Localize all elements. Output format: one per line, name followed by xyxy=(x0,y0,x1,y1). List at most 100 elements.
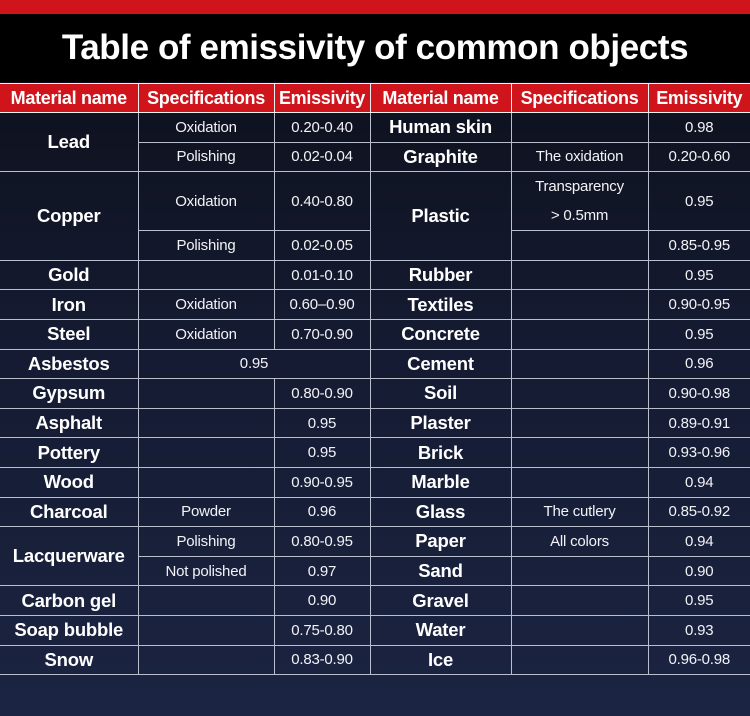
material-name-cell: Charcoal xyxy=(0,496,139,528)
emissivity-cell: 0.95 xyxy=(273,437,371,468)
emissivity-cell: 0.94 xyxy=(647,466,750,498)
emissivity-cell: 0.97 xyxy=(273,555,371,587)
specification-cell xyxy=(510,378,649,409)
material-name-cell: Lacquerware xyxy=(0,526,139,587)
emissivity-cell: 0.90-0.98 xyxy=(647,378,750,409)
emissivity-cell: 0.90-0.95 xyxy=(647,289,750,320)
emissivity-cell: 0.02-0.05 xyxy=(273,230,371,261)
material-name-cell: Steel xyxy=(0,318,139,350)
specification-cell xyxy=(510,289,649,320)
specification-cell xyxy=(137,644,275,676)
title-band: Table of emissivity of common objects xyxy=(0,14,750,82)
material-name-cell: Wood xyxy=(0,466,139,498)
material-name-cell: Marble xyxy=(369,466,512,498)
header-emissivity-left: Emissivity xyxy=(273,83,371,113)
header-specifications-right: Specifications xyxy=(510,83,649,113)
table-row: Iron Oxidation 0.60–0.90 Textiles 0.90-0… xyxy=(0,289,750,320)
table-row: Wood 0.90-0.95 Marble 0.94 xyxy=(0,466,750,498)
material-name-cell: Pottery xyxy=(0,437,139,468)
emissivity-cell: 0.94 xyxy=(647,526,750,557)
specification-cell xyxy=(510,555,649,587)
emissivity-cell: 0.60–0.90 xyxy=(273,289,371,320)
specification-cell: Not polished xyxy=(138,555,275,587)
material-name-cell: Plaster xyxy=(369,407,512,439)
top-accent-bar xyxy=(0,0,750,14)
page-title: Table of emissivity of common objects xyxy=(61,28,689,67)
emissivity-cell: 0.95 xyxy=(647,171,750,232)
material-name-cell: Asbestos xyxy=(0,348,139,380)
material-name-cell: Paper xyxy=(369,526,512,557)
emissivity-cell: 0.96 xyxy=(273,496,371,528)
material-name-cell: Copper xyxy=(0,171,139,261)
table-row: Carbon gel 0.90 Gravel 0.95 xyxy=(0,585,750,616)
specification-cell: Oxidation xyxy=(137,112,275,143)
emissivity-cell: 0.40-0.80 xyxy=(273,171,371,232)
material-name-cell: Plastic xyxy=(369,171,512,261)
table-row: Lead Oxidation 0.20-0.40 Human skin 0.98 xyxy=(0,111,750,173)
material-name-cell: Rubber xyxy=(369,259,512,291)
specification-cell xyxy=(510,437,649,468)
specification-cell: Oxidation xyxy=(137,289,275,320)
specification-cell xyxy=(137,407,275,439)
emissivity-cell: 0.85-0.95 xyxy=(647,230,750,261)
material-name-cell: Concrete xyxy=(369,318,512,350)
material-name-cell: Gold xyxy=(0,259,139,291)
material-name-cell: Lead xyxy=(0,111,139,173)
emissivity-cell: 0.95 xyxy=(647,318,750,350)
specification-cell xyxy=(137,259,275,291)
emissivity-cell: 0.95 xyxy=(647,259,750,291)
emissivity-cell: 0.89-0.91 xyxy=(647,407,750,439)
material-name-cell: Sand xyxy=(369,555,512,587)
specification-cell xyxy=(510,230,649,261)
emissivity-cell: 0.93-0.96 xyxy=(647,437,750,468)
material-name-cell: Snow xyxy=(0,644,139,676)
table-row: Gypsum 0.80-0.90 Soil 0.90-0.98 xyxy=(0,378,750,409)
specification-cell xyxy=(137,437,275,468)
emissivity-cell: 0.96-0.98 xyxy=(647,644,750,676)
specification-cell xyxy=(510,112,649,143)
material-name-cell: Soil xyxy=(369,378,512,409)
specification-cell xyxy=(137,378,275,409)
specification-cell: Oxidation xyxy=(137,171,275,232)
header-material-name-left: Material name xyxy=(0,83,139,113)
specification-cell xyxy=(510,644,649,676)
table-row: Steel Oxidation 0.70-0.90 Concrete 0.95 xyxy=(0,318,750,350)
material-name-cell: Iron xyxy=(0,289,139,320)
specification-cell: Powder xyxy=(137,496,275,528)
emissivity-cell: 0.70-0.90 xyxy=(273,318,371,350)
emissivity-cell: 0.75-0.80 xyxy=(273,614,371,646)
specification-cell: Polishing xyxy=(138,230,275,261)
emissivity-table: Material name Specifications Emissivity … xyxy=(0,83,750,676)
table-row: Lacquerware Polishing 0.80-0.95 Paper Al… xyxy=(0,526,750,587)
specification-cell xyxy=(510,348,649,380)
emissivity-cell: 0.95 xyxy=(273,407,371,439)
specification-cell xyxy=(510,585,649,616)
emissivity-cell: 0.93 xyxy=(647,614,750,646)
material-name-cell: Brick xyxy=(369,437,512,468)
specification-cell: Transparency > 0.5mm xyxy=(510,171,649,232)
header-emissivity-right: Emissivity xyxy=(647,83,750,113)
specification-line: > 0.5mm xyxy=(550,207,609,225)
material-name-cell: Asphalt xyxy=(0,407,139,439)
specification-cell xyxy=(510,259,649,291)
emissivity-cell: 0.80-0.90 xyxy=(273,378,371,409)
emissivity-cell: 0.20-0.60 xyxy=(647,141,750,173)
table-row: Soap bubble 0.75-0.80 Water 0.93 xyxy=(0,614,750,646)
emissivity-cell: 0.95 xyxy=(647,585,750,616)
material-name-cell: Textiles xyxy=(369,289,512,320)
specification-cell: The oxidation xyxy=(510,141,649,173)
table-row: Not polished 0.97 Sand 0.90 xyxy=(0,555,750,587)
specification-cell xyxy=(510,318,649,350)
emissivity-cell: 0.80-0.95 xyxy=(273,526,371,557)
emissivity-cell: 0.98 xyxy=(647,112,750,143)
material-name-cell: Gypsum xyxy=(0,378,139,409)
table-row: Snow 0.83-0.90 Ice 0.96-0.98 xyxy=(0,644,750,676)
specification-cell xyxy=(137,466,275,498)
emissivity-cell: 0.95 xyxy=(137,348,371,380)
specification-line: Transparency xyxy=(535,178,624,196)
header-material-name-right: Material name xyxy=(369,83,512,113)
emissivity-cell: 0.96 xyxy=(647,348,750,380)
specification-cell xyxy=(510,614,649,646)
header-specifications-left: Specifications xyxy=(137,83,275,113)
